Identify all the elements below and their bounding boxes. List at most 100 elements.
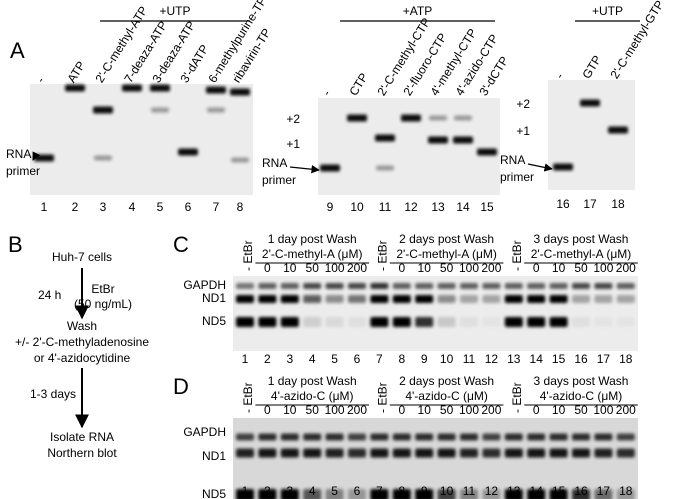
gel-band [608, 126, 628, 134]
concentration: 100 [459, 261, 479, 275]
gel-band [280, 489, 299, 499]
concentration: 100 [325, 261, 345, 275]
gel-band [280, 283, 299, 289]
gel-band [348, 489, 366, 499]
gel-band [230, 88, 250, 96]
etbr-label: - EtBr [510, 382, 524, 413]
gel-band [437, 448, 456, 458]
gel-band [482, 448, 501, 458]
gel-band [460, 283, 478, 289]
gel-band [594, 317, 612, 327]
lane-number: 12 [485, 352, 499, 366]
gel-band [392, 448, 411, 458]
flow-text: Huh-7 cells [52, 250, 112, 264]
lane-number: 9 [327, 200, 334, 214]
concentration: 50 [440, 403, 454, 417]
gel-band [549, 317, 568, 327]
lane-number: 9 [421, 352, 428, 366]
primer-label: primer [500, 170, 534, 184]
gel-band [280, 317, 299, 327]
gel-band [370, 295, 389, 303]
gel-band [303, 317, 322, 327]
primer-arrow [289, 165, 320, 174]
flow-text: +/- 2'-C-methyladenosine [15, 335, 149, 349]
gel-band [437, 489, 456, 499]
concentration: 50 [574, 261, 588, 275]
gel-band [347, 114, 367, 122]
gel-band [348, 283, 366, 289]
lane-number: 1 [242, 352, 249, 366]
gel-band [236, 283, 254, 289]
gel-band [580, 99, 600, 107]
gel-band [303, 489, 322, 499]
row-label: ND5 [202, 314, 226, 328]
gel-band [504, 489, 523, 499]
concentration: 100 [593, 261, 613, 275]
gel-band [415, 283, 434, 289]
lane-number: 13 [431, 200, 445, 214]
gel-band [325, 448, 344, 458]
gel-band [482, 283, 501, 289]
concentration: 10 [418, 261, 432, 275]
compound-label: 4'-azido-C (μM) [405, 389, 488, 403]
gel-band [231, 157, 249, 163]
concentration: 0 [264, 261, 271, 275]
gel-band [370, 489, 389, 499]
lane-number: 7 [213, 200, 220, 214]
gel-band [280, 448, 299, 458]
lane-number: 11 [379, 200, 392, 214]
flow-text: or 4'-azidocytidine [34, 351, 131, 365]
gel-band [348, 433, 366, 441]
gel-band [178, 148, 198, 156]
flow-text: Wash [67, 319, 97, 333]
gel-band [325, 433, 344, 441]
gel-band [437, 317, 456, 327]
lane-number: 6 [185, 200, 192, 214]
lane-number: 15 [552, 352, 566, 366]
gel-band [375, 134, 395, 142]
concentration: 50 [440, 261, 454, 275]
gel-band [325, 317, 344, 327]
gel [30, 84, 253, 195]
size-marker: +1 [286, 137, 300, 151]
gel-band [617, 317, 635, 327]
group-header: +UTP [592, 4, 623, 18]
lane-number: 4 [309, 352, 316, 366]
gel-band [258, 317, 277, 327]
gel-band [303, 295, 322, 303]
gel-band [392, 489, 411, 499]
gel-band [325, 283, 344, 289]
gel-band [206, 86, 226, 94]
gel-band [572, 283, 590, 289]
etbr-label: - EtBr [241, 382, 255, 413]
gel-band [415, 295, 434, 303]
gel-band [376, 165, 394, 171]
panel-label: C [173, 232, 189, 257]
lane-number: 14 [530, 352, 544, 366]
row-label: ND1 [202, 449, 226, 463]
gel-band [370, 317, 389, 327]
gel-band [348, 317, 366, 327]
primer-label: RNA [262, 156, 287, 170]
lane-number: 6 [354, 352, 361, 366]
lane-number: 8 [398, 352, 405, 366]
primer-label: primer [262, 173, 296, 187]
lane-label: CTP [346, 70, 371, 98]
gel-band [616, 448, 635, 458]
gel-band [258, 295, 277, 303]
gel [318, 98, 500, 195]
size-marker: +2 [286, 112, 300, 126]
concentration: 10 [418, 403, 432, 417]
lane-number: 18 [619, 352, 633, 366]
gel-band [460, 433, 478, 441]
lane-number: 10 [440, 352, 454, 366]
gel-band [482, 433, 501, 441]
gel-band [477, 148, 497, 156]
gel-band [504, 433, 523, 441]
lane-number: 12 [404, 200, 418, 214]
lane-number: 10 [350, 200, 364, 214]
concentration: 50 [306, 403, 320, 417]
gel-band [415, 317, 434, 327]
gel-band [482, 489, 501, 499]
lane-number: 1 [41, 200, 48, 214]
